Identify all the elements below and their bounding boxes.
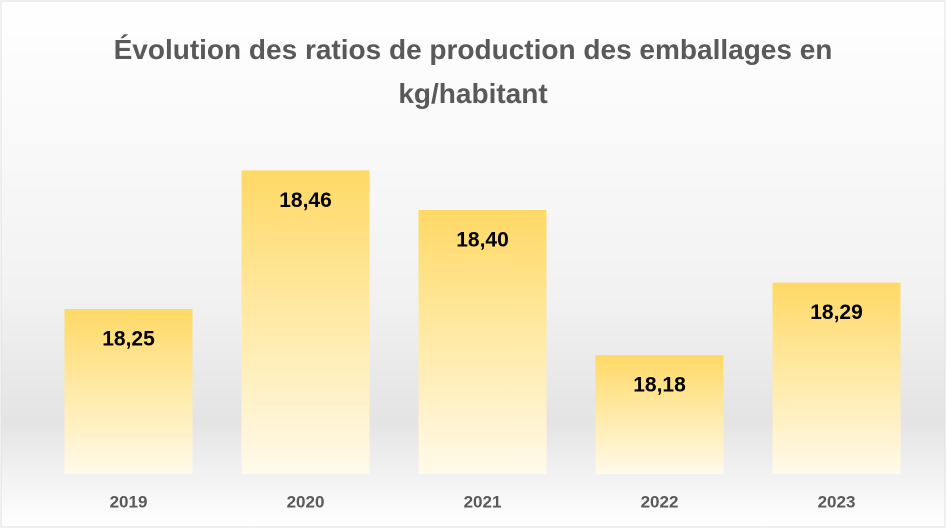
- data-label: 18,18: [633, 374, 686, 397]
- bar: [241, 170, 370, 474]
- x-tick-label: 2021: [464, 492, 502, 511]
- bar: [418, 210, 547, 474]
- x-tick-label: 2022: [641, 492, 679, 511]
- bar: [595, 355, 724, 474]
- chart-title: Évolution des ratios de production des e…: [113, 34, 833, 109]
- x-tick-label: 2023: [818, 492, 856, 511]
- x-tick-label: 2019: [110, 492, 148, 511]
- data-label: 18,25: [102, 328, 155, 351]
- x-tick-label: 2020: [287, 492, 325, 511]
- bar: [64, 309, 193, 474]
- bar: [772, 282, 901, 474]
- data-label: 18,29: [810, 301, 863, 324]
- data-label: 18,40: [456, 229, 509, 252]
- data-label: 18,46: [279, 189, 332, 212]
